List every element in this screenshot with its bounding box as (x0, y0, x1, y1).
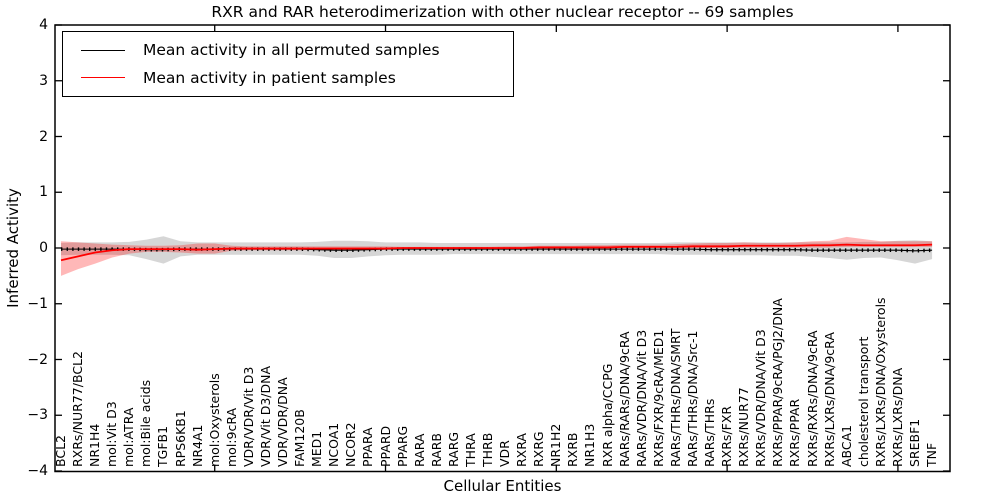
x-tick-label: VDR (497, 439, 513, 467)
x-axis-label: Cellular Entities (443, 477, 562, 495)
x-tick-label: RXRs/LXRs/DNA (889, 367, 905, 467)
legend-label: Mean activity in patient samples (143, 68, 396, 87)
confidence-band (61, 236, 933, 264)
x-tick-label: RARB (428, 432, 444, 467)
x-tick-label: NR4A1 (189, 424, 205, 467)
x-tick-label: RPS6KB1 (172, 409, 188, 467)
x-tick-label: RARs/RARs/DNA/9cRA (616, 330, 632, 467)
x-tick-label: RXRs/NUR77 (736, 386, 752, 467)
x-tick-label: NR1H2 (548, 423, 564, 467)
x-tick-label: mol:Vit D3 (104, 400, 120, 467)
x-tick-label: RARG (445, 431, 461, 467)
x-tick-label: RXRB (565, 431, 581, 467)
y-tick-label: 3 (39, 72, 48, 89)
x-tick-label: RARA (411, 433, 427, 467)
legend: Mean activity in all permuted samples Me… (62, 31, 514, 97)
x-tick-label: RXRs/LXRs/DNA/Oxysterols (872, 296, 888, 467)
x-tick-label: PPARA (360, 426, 376, 467)
chart-title: RXR and RAR heterodimerization with othe… (211, 3, 794, 21)
x-tick-label: RXR alpha/CCPG (599, 363, 615, 467)
x-tick-label: RARs/THRs/DNA/SMRT (667, 328, 683, 467)
x-tick-label: SREBF1 (907, 418, 922, 467)
x-tick-label: TGFB1 (155, 425, 171, 467)
x-tick-label: RXRs/LXRs/DNA/9cRA (821, 331, 837, 467)
x-tick-label: VDR/Vit D3/DNA (257, 365, 273, 467)
y-tick-label: −3 (27, 407, 48, 424)
x-tick-label: THRB (480, 432, 495, 467)
x-tick-label: RXRs/PPAR/9cRA/PGJ2/DNA (770, 297, 786, 467)
y-tick-label: −2 (27, 351, 48, 368)
x-tick-label: RXRs/FXR/9cRA/MED1 (650, 329, 666, 467)
y-tick-label: 1 (39, 184, 48, 201)
x-tick-label: RXRs/RXRs/DNA/9cRA (804, 329, 820, 467)
x-tick-label: PPARD (377, 425, 393, 467)
y-tick-label: −1 (27, 295, 48, 312)
x-tick-label: MED1 (309, 430, 325, 467)
patient-line-swatch-icon (81, 77, 125, 79)
x-tick-label: VDR/VDR/DNA (275, 376, 291, 467)
patient-mean-line (60, 243, 933, 262)
x-tick-label: mol:ATRA (121, 407, 137, 467)
x-tick-label: RXRs/VDR/DNA/Vit D3 (753, 328, 769, 467)
x-tick-label: ABCA1 (838, 424, 854, 467)
x-tick-label: PPARG (394, 425, 410, 467)
x-tick-label: RARs/VDR/DNA/Vit D3 (633, 329, 649, 467)
x-tick-label: FAM120B (292, 408, 308, 467)
y-tick-label: 0 (39, 240, 48, 256)
legend-label: Mean activity in all permuted samples (143, 41, 440, 60)
x-tick-label: BCL2 (53, 434, 68, 467)
x-tick-label: RXRA (514, 432, 530, 467)
permuted-line-swatch-icon (81, 49, 125, 51)
y-tick-label: 4 (39, 17, 48, 33)
x-tick-label: VDR/VDR/Vit D3 (240, 366, 256, 467)
legend-entry-permuted: Mean activity in all permuted samples (63, 41, 513, 59)
x-tick-label: RXRs/NUR77/BCL2 (70, 350, 86, 467)
x-tick-label: RXRG (531, 430, 547, 467)
y-tick-label: 2 (39, 128, 48, 145)
x-tick-label: mol:9cRA (223, 407, 239, 467)
x-tick-label: TNF (924, 442, 940, 467)
y-tick-label: −4 (27, 463, 48, 479)
x-tick-label: RXRs/FXR (719, 405, 735, 467)
x-tick-label: mol:Bile acids (138, 379, 154, 467)
x-tick-label: NR1H4 (87, 423, 103, 467)
x-tick-label: RARs/THRs/DNA/Src-1 (684, 330, 700, 467)
x-tick-label: RXRs/PPAR (787, 398, 803, 467)
x-tick-label: RARs/THRs (702, 398, 718, 467)
x-tick-label: NCOR2 (343, 421, 359, 467)
x-tick-label: cholesterol transport (855, 336, 871, 467)
x-tick-label: NR1H3 (582, 423, 598, 467)
x-tick-label: mol:Oxysterols (206, 372, 222, 467)
x-tick-label: THRA (462, 432, 478, 467)
legend-entry-patient: Mean activity in patient samples (63, 69, 513, 87)
x-tick-label: NCOA1 (326, 422, 342, 467)
